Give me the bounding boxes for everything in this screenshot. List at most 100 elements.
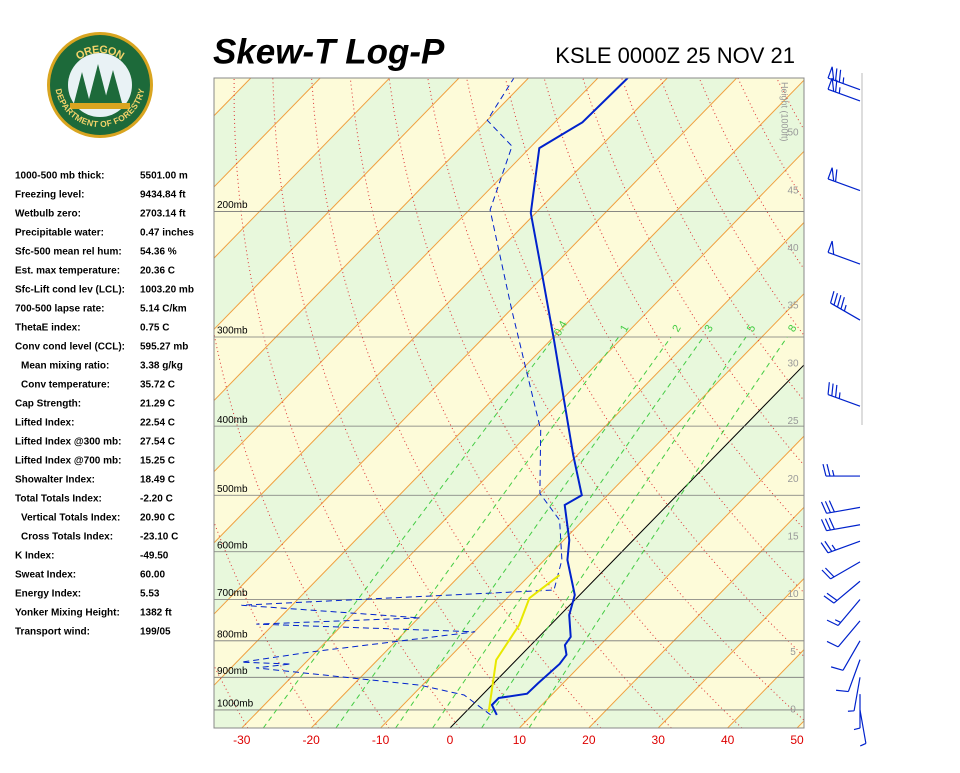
isobar-label: 400mb (217, 415, 248, 426)
wind-barb (854, 694, 860, 730)
height-tick-label: 15 (787, 532, 799, 543)
stat-label: Lifted Index: (15, 418, 74, 429)
stat-label: Precipitable water: (15, 228, 104, 239)
stat-label: Conv temperature: (21, 380, 110, 391)
stat-label: Conv cond level (CCL): (15, 342, 125, 353)
stat-label: Total Totals Index: (15, 494, 102, 505)
isotherm (867, 78, 960, 728)
x-tick-label: 40 (721, 733, 735, 747)
stat-label: Freezing level: (15, 190, 84, 201)
stat-value: 20.36 C (140, 266, 175, 277)
stat-value: 0.47 inches (140, 228, 194, 239)
isotherm (797, 78, 960, 728)
stat-value: 54.36 % (140, 247, 177, 258)
stat-value: 1003.20 mb (140, 285, 194, 296)
isobar-label: 900mb (217, 666, 248, 677)
wind-barb (822, 562, 860, 579)
dry-adiabat (932, 78, 960, 728)
stat-label: Vertical Totals Index: (21, 513, 120, 524)
x-tick-label: 20 (582, 733, 596, 747)
wind-barb (821, 541, 860, 553)
stat-value: 5501.00 m (140, 171, 188, 182)
stat-value: 199/05 (140, 627, 171, 638)
chart-subtitle: KSLE 0000Z 25 NOV 21 (555, 43, 795, 68)
height-tick-label: 20 (787, 474, 799, 485)
height-tick-label: 10 (787, 589, 799, 600)
stat-value: 18.49 C (140, 475, 175, 486)
height-tick-label: 25 (787, 416, 799, 427)
stat-label: Sfc-500 mean rel hum: (15, 247, 122, 258)
wind-barb (848, 677, 860, 711)
stat-label: Est. max temperature: (15, 266, 120, 277)
stat-label: Yonker Mixing Height: (15, 608, 120, 619)
stat-label: ThetaE index: (15, 323, 81, 334)
stat-label: K Index: (15, 551, 54, 562)
stat-value: -23.10 C (140, 532, 178, 543)
stat-label: Showalter Index: (15, 475, 95, 486)
stat-value: 27.54 C (140, 437, 175, 448)
stat-label: 700-500 lapse rate: (15, 304, 105, 315)
stat-value: 2703.14 ft (140, 209, 186, 220)
stat-value: 0.75 C (140, 323, 169, 334)
stat-value: 3.38 g/kg (140, 361, 183, 372)
stat-value: 5.53 (140, 589, 160, 600)
wind-barb (831, 291, 860, 320)
stat-value: -49.50 (140, 551, 169, 562)
wind-barb (836, 660, 860, 692)
height-tick-label: 40 (787, 243, 799, 254)
stat-label: Lifted Index @300 mb: (15, 437, 121, 448)
chart-title: Skew-T Log-P (213, 32, 445, 71)
height-axis-label: Height (1000ft) (780, 82, 790, 142)
isobar-label: 700mb (217, 588, 248, 599)
isobar-label: 200mb (217, 200, 248, 211)
stat-value: 1382 ft (140, 608, 172, 619)
stat-value: 35.72 C (140, 380, 175, 391)
stat-label: Sweat Index: (15, 570, 76, 581)
logo: OREGON DEPARTMENT OF FORESTRY (47, 32, 153, 138)
stat-value: 5.14 C/km (140, 304, 187, 315)
stat-value: 595.27 mb (140, 342, 188, 353)
stat-value: 21.29 C (140, 399, 175, 410)
logo-ground (70, 103, 130, 109)
isobar-label: 500mb (217, 484, 248, 495)
x-tick-label: 10 (513, 733, 527, 747)
wind-barb (823, 464, 860, 476)
stat-value: 22.54 C (140, 418, 175, 429)
dry-adiabat (815, 78, 960, 728)
wind-barb (824, 581, 860, 603)
height-tick-label: 30 (787, 358, 799, 369)
stat-label: Sfc-Lift cond lev (LCL): (15, 285, 125, 296)
stat-label: Cross Totals Index: (21, 532, 113, 543)
wind-barbs (821, 67, 866, 746)
wind-barb (821, 501, 860, 514)
isobar-label: 1000mb (217, 699, 254, 710)
isotherm-band (797, 78, 960, 728)
stat-value: 15.25 C (140, 456, 175, 467)
x-tick-label: -30 (233, 733, 251, 747)
wind-barb (827, 621, 860, 647)
stat-value: 60.00 (140, 570, 165, 581)
x-tick-label: 30 (652, 733, 666, 747)
x-tick-label: -20 (303, 733, 321, 747)
height-tick-label: 5 (790, 647, 796, 658)
stat-label: Mean mixing ratio: (21, 361, 109, 372)
x-tick-label: -10 (372, 733, 390, 747)
wind-barb (821, 518, 860, 531)
wind-barb (828, 168, 860, 191)
isobar-label: 300mb (217, 326, 248, 337)
stat-label: Energy Index: (15, 589, 81, 600)
isobar-label: 600mb (217, 540, 248, 551)
x-tick-label: 50 (790, 733, 804, 747)
wind-barb (828, 241, 860, 264)
height-tick-label: 35 (787, 301, 799, 312)
isobar-label: 800mb (217, 629, 248, 640)
stat-label: Wetbulb zero: (15, 209, 81, 220)
height-tick-label: 0 (790, 705, 796, 716)
wind-barb (860, 710, 866, 746)
stat-value: 20.90 C (140, 513, 175, 524)
stat-label: Cap Strength: (15, 399, 81, 410)
wind-barb (828, 78, 860, 101)
stat-label: Transport wind: (15, 627, 90, 638)
